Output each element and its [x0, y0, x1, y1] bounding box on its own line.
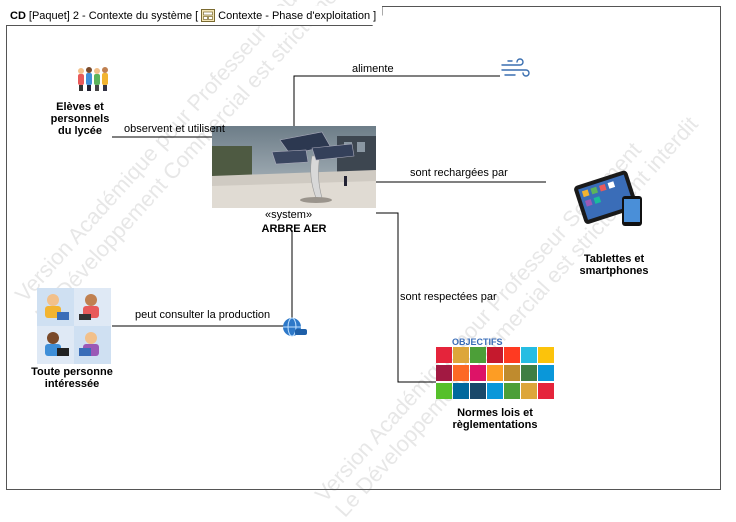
- actor-anyone-name[interactable]: Toute personne intéressée: [31, 366, 113, 390]
- system-name[interactable]: ARBRE AER: [261, 223, 327, 235]
- diagram-kind: CD: [10, 9, 26, 22]
- system-stereotype: «system»: [265, 209, 313, 221]
- relation-wind-label: alimente: [352, 63, 394, 75]
- relation-anyone-label: peut consulter la production: [135, 309, 271, 321]
- diagram-package: [Paquet]: [28, 9, 70, 22]
- relation-tablets-label: sont rechargées par: [410, 167, 508, 179]
- relation-students-label: observent et utilisent: [124, 123, 225, 135]
- sdg-goals-grid-icon[interactable]: [436, 347, 554, 401]
- diagram-header[interactable]: CD [Paquet] 2 - Contexte du système [ Co…: [6, 6, 383, 25]
- bracket-open: [: [195, 9, 199, 22]
- wind-icon[interactable]: [500, 58, 532, 80]
- actor-tablets-name[interactable]: Tablettes et smartphones: [579, 253, 649, 277]
- relation-norms-label: sont respectées par: [400, 291, 497, 303]
- connector-wind: [293, 75, 500, 126]
- people-at-computers-icon[interactable]: [37, 288, 111, 364]
- context-name: Contexte - Phase d'exploitation: [218, 9, 371, 22]
- globe-web-icon[interactable]: [279, 316, 309, 338]
- connector-norms: [376, 212, 436, 383]
- actor-students-name[interactable]: Elèves et personnels du lycée: [50, 101, 110, 137]
- system-photo[interactable]: [212, 126, 376, 208]
- tablets-icon[interactable]: [572, 166, 648, 228]
- context-icon: [201, 9, 216, 22]
- sdg-logo-title: OBJECTIFS: [452, 337, 503, 347]
- actor-norms-name[interactable]: Normes lois et règlementations: [452, 407, 538, 431]
- bracket-close: ]: [373, 9, 377, 22]
- diagram-title: 2 - Contexte du système: [72, 9, 193, 22]
- students-group-icon[interactable]: [76, 66, 112, 92]
